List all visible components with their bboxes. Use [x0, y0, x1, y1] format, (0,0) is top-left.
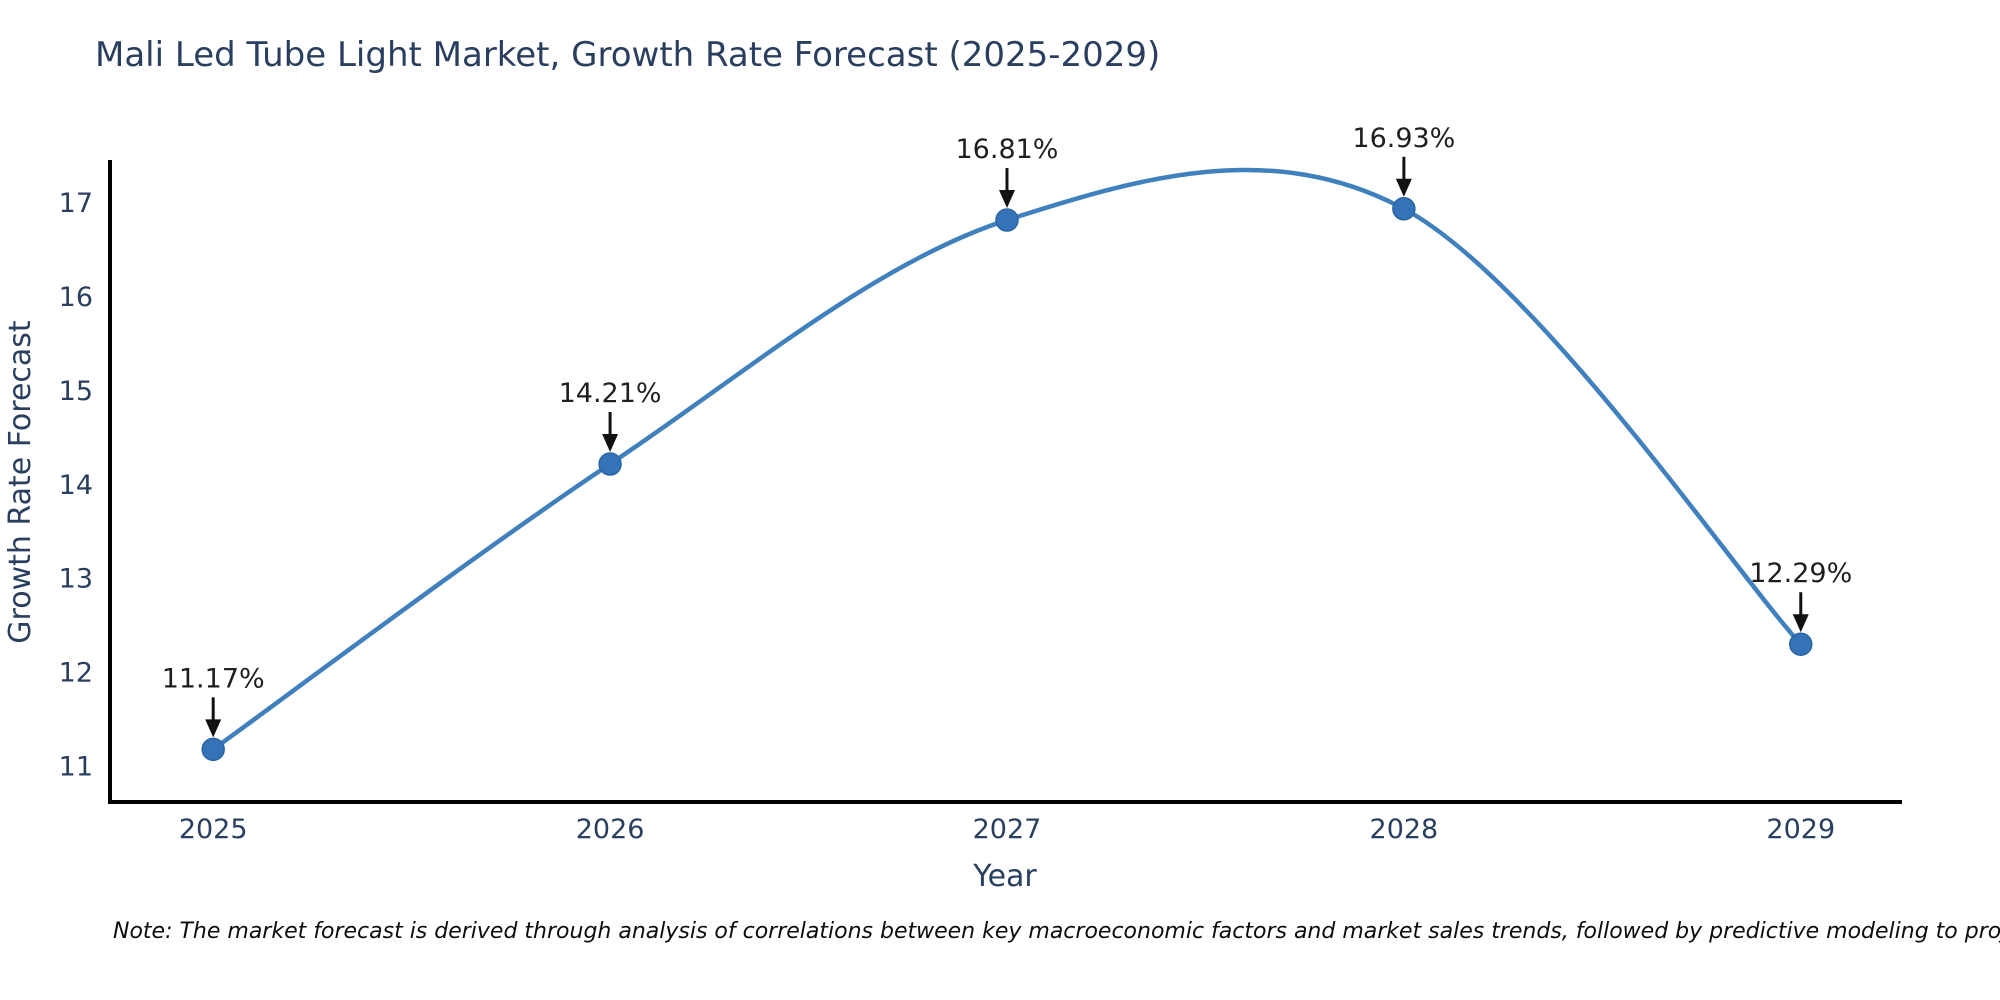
annotation-arrowhead-icon — [1792, 614, 1809, 633]
data-point-marker — [201, 737, 225, 762]
data-point-marker — [995, 208, 1019, 232]
point-value-label: 14.21% — [559, 378, 662, 409]
y-tick-label: 15 — [59, 376, 93, 407]
point-value-label: 12.29% — [1749, 558, 1852, 589]
y-axis-line — [108, 160, 112, 804]
annotation-arrowhead-icon — [1395, 178, 1412, 197]
x-axis-title: Year — [972, 859, 1037, 894]
x-tick-label: 2028 — [1370, 814, 1439, 845]
data-point-marker — [598, 452, 622, 476]
data-point-marker — [1392, 197, 1416, 221]
x-tick-label: 2025 — [179, 814, 248, 845]
x-tick-label: 2027 — [973, 814, 1042, 845]
point-value-label: 11.17% — [162, 663, 265, 694]
y-tick-label: 16 — [59, 282, 93, 313]
annotation-arrowhead-icon — [998, 190, 1015, 209]
y-axis-tick-labels: 11 12 13 14 15 16 17 — [59, 188, 93, 782]
trend-line — [210, 167, 1804, 752]
annotation-arrowhead-icon — [205, 719, 222, 738]
data-point-marker — [1789, 632, 1813, 656]
y-tick-label: 13 — [59, 564, 93, 595]
annotation-arrowhead-icon — [602, 434, 619, 453]
y-axis-title: Growth Rate Forecast — [3, 320, 38, 644]
y-tick-label: 12 — [59, 657, 93, 688]
footnote: Note: The market forecast is derived thr… — [113, 919, 2000, 944]
y-tick-label: 17 — [59, 188, 93, 219]
point-value-label: 16.93% — [1352, 123, 1455, 154]
chart-title: Mali Led Tube Light Market, Growth Rate … — [95, 35, 1160, 75]
x-tick-label: 2029 — [1766, 814, 1835, 845]
data-point-annotations: 11.17% 14.21% 16.81% 16.93% 12.29% — [162, 123, 1852, 738]
line-series — [201, 167, 1813, 762]
x-axis-line — [108, 800, 1902, 804]
x-tick-label: 2026 — [576, 814, 645, 845]
x-axis-tick-labels: 2025 2026 2027 2028 2029 — [179, 814, 1835, 845]
y-tick-label: 14 — [59, 470, 93, 501]
point-value-label: 16.81% — [956, 134, 1059, 165]
y-tick-label: 11 — [59, 751, 93, 782]
